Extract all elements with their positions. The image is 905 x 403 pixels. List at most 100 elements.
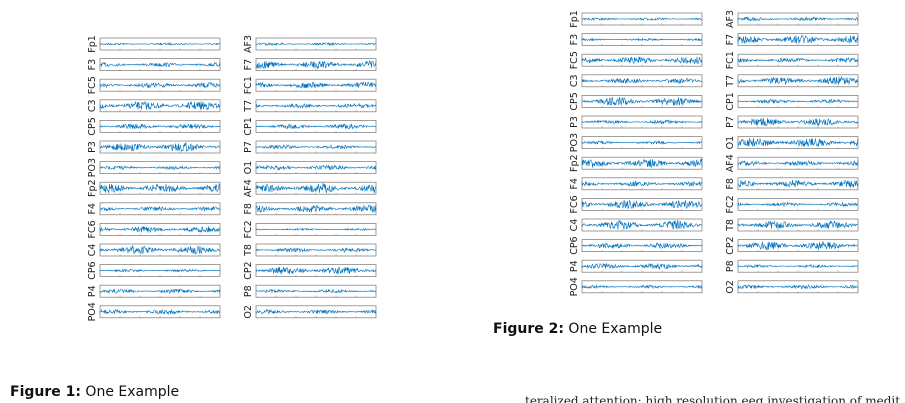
signal [255,182,377,194]
caption: Figure 1: One Example [10,384,179,400]
channel-label: F8 [243,203,254,215]
signal [255,144,377,150]
channel-label: PO4 [569,277,580,296]
signal [255,41,377,47]
channel-label: F7 [243,59,254,71]
channel-label: F3 [569,34,580,46]
channel-label: Fp1 [87,35,98,53]
signal [99,268,221,273]
signal [255,227,377,232]
signal [737,160,859,167]
channel-label: O1 [243,161,254,175]
channel-label: P8 [243,285,254,297]
channel-label: O2 [725,280,736,294]
caption-text: One Example [85,384,180,400]
signal [99,100,221,111]
channel-label: T8 [243,244,254,257]
signal [737,76,859,86]
caption-label: Figure 1: [10,384,81,400]
channel-label: FC2 [725,195,736,213]
signal [99,288,221,294]
signal [255,266,377,275]
signal [581,17,703,22]
channel-label: PO4 [87,302,98,321]
signal [255,102,377,109]
caption: Figure 2: One Example [493,321,662,337]
channel-label: C4 [87,244,98,257]
signal [737,284,859,290]
signal [581,158,703,168]
channel-label: P3 [87,141,98,153]
channel-label: PO3 [569,133,580,152]
channel-label: FC6 [87,220,98,238]
channel-label: CP1 [725,92,736,110]
channel-label: O1 [725,136,736,150]
signal [255,164,377,171]
channel-label: F4 [569,178,580,190]
channel-label: F7 [725,34,736,46]
signal [99,123,221,130]
signal [737,241,859,251]
signal [581,56,703,65]
signal [581,77,703,84]
signal [255,247,377,253]
channel-label: FC1 [725,51,736,69]
channel-label: P3 [569,116,580,128]
caption-label: Figure 2: [493,321,564,337]
channel-label: AF4 [243,179,254,197]
channel-label: P7 [725,116,736,128]
channel-label: Fp1 [569,10,580,28]
channel-label: CP1 [243,117,254,135]
channel-label: FC5 [569,51,580,69]
signal [581,139,703,145]
signal [255,204,377,213]
channel-label: P8 [725,260,736,272]
channel-label: CP2 [725,236,736,254]
channel-label: FC1 [243,76,254,94]
signal [99,61,221,68]
channel-label: F8 [725,178,736,190]
channel-label: F4 [87,203,98,215]
signal [99,205,221,212]
signal [737,98,859,105]
signal [255,308,377,315]
channel-label: PO3 [87,158,98,177]
signal [255,123,377,130]
signal [737,34,859,44]
channel-label: AF4 [725,154,736,172]
signal [737,137,859,147]
channel-label: AF3 [243,35,254,53]
signal [255,288,377,294]
channel-label: C3 [569,74,580,87]
signal [99,81,221,89]
signal [99,42,221,46]
signal [99,141,221,152]
signal [737,220,859,229]
signal [581,199,703,209]
channel-label: F3 [87,59,98,71]
signal [737,263,859,269]
signal [737,56,859,64]
channel-label: CP6 [87,261,98,279]
channel-label: C4 [569,219,580,232]
channel-label: Fp2 [87,179,98,197]
signal [255,81,377,89]
channel-label: C3 [87,99,98,112]
channel-label: FC6 [569,195,580,213]
channel-label: T8 [725,219,736,232]
channel-label: CP5 [87,117,98,135]
signal [581,37,703,42]
signal [581,119,703,125]
signal [581,262,703,271]
channel-label: FC2 [243,220,254,238]
signal [581,219,703,230]
channel-label: CP2 [243,261,254,279]
channel-label: O2 [243,305,254,319]
signal [99,308,221,315]
channel-label: Fp2 [569,154,580,172]
signal [581,180,703,188]
signal [581,242,703,250]
signal [581,284,703,290]
channel-label: AF3 [725,10,736,28]
